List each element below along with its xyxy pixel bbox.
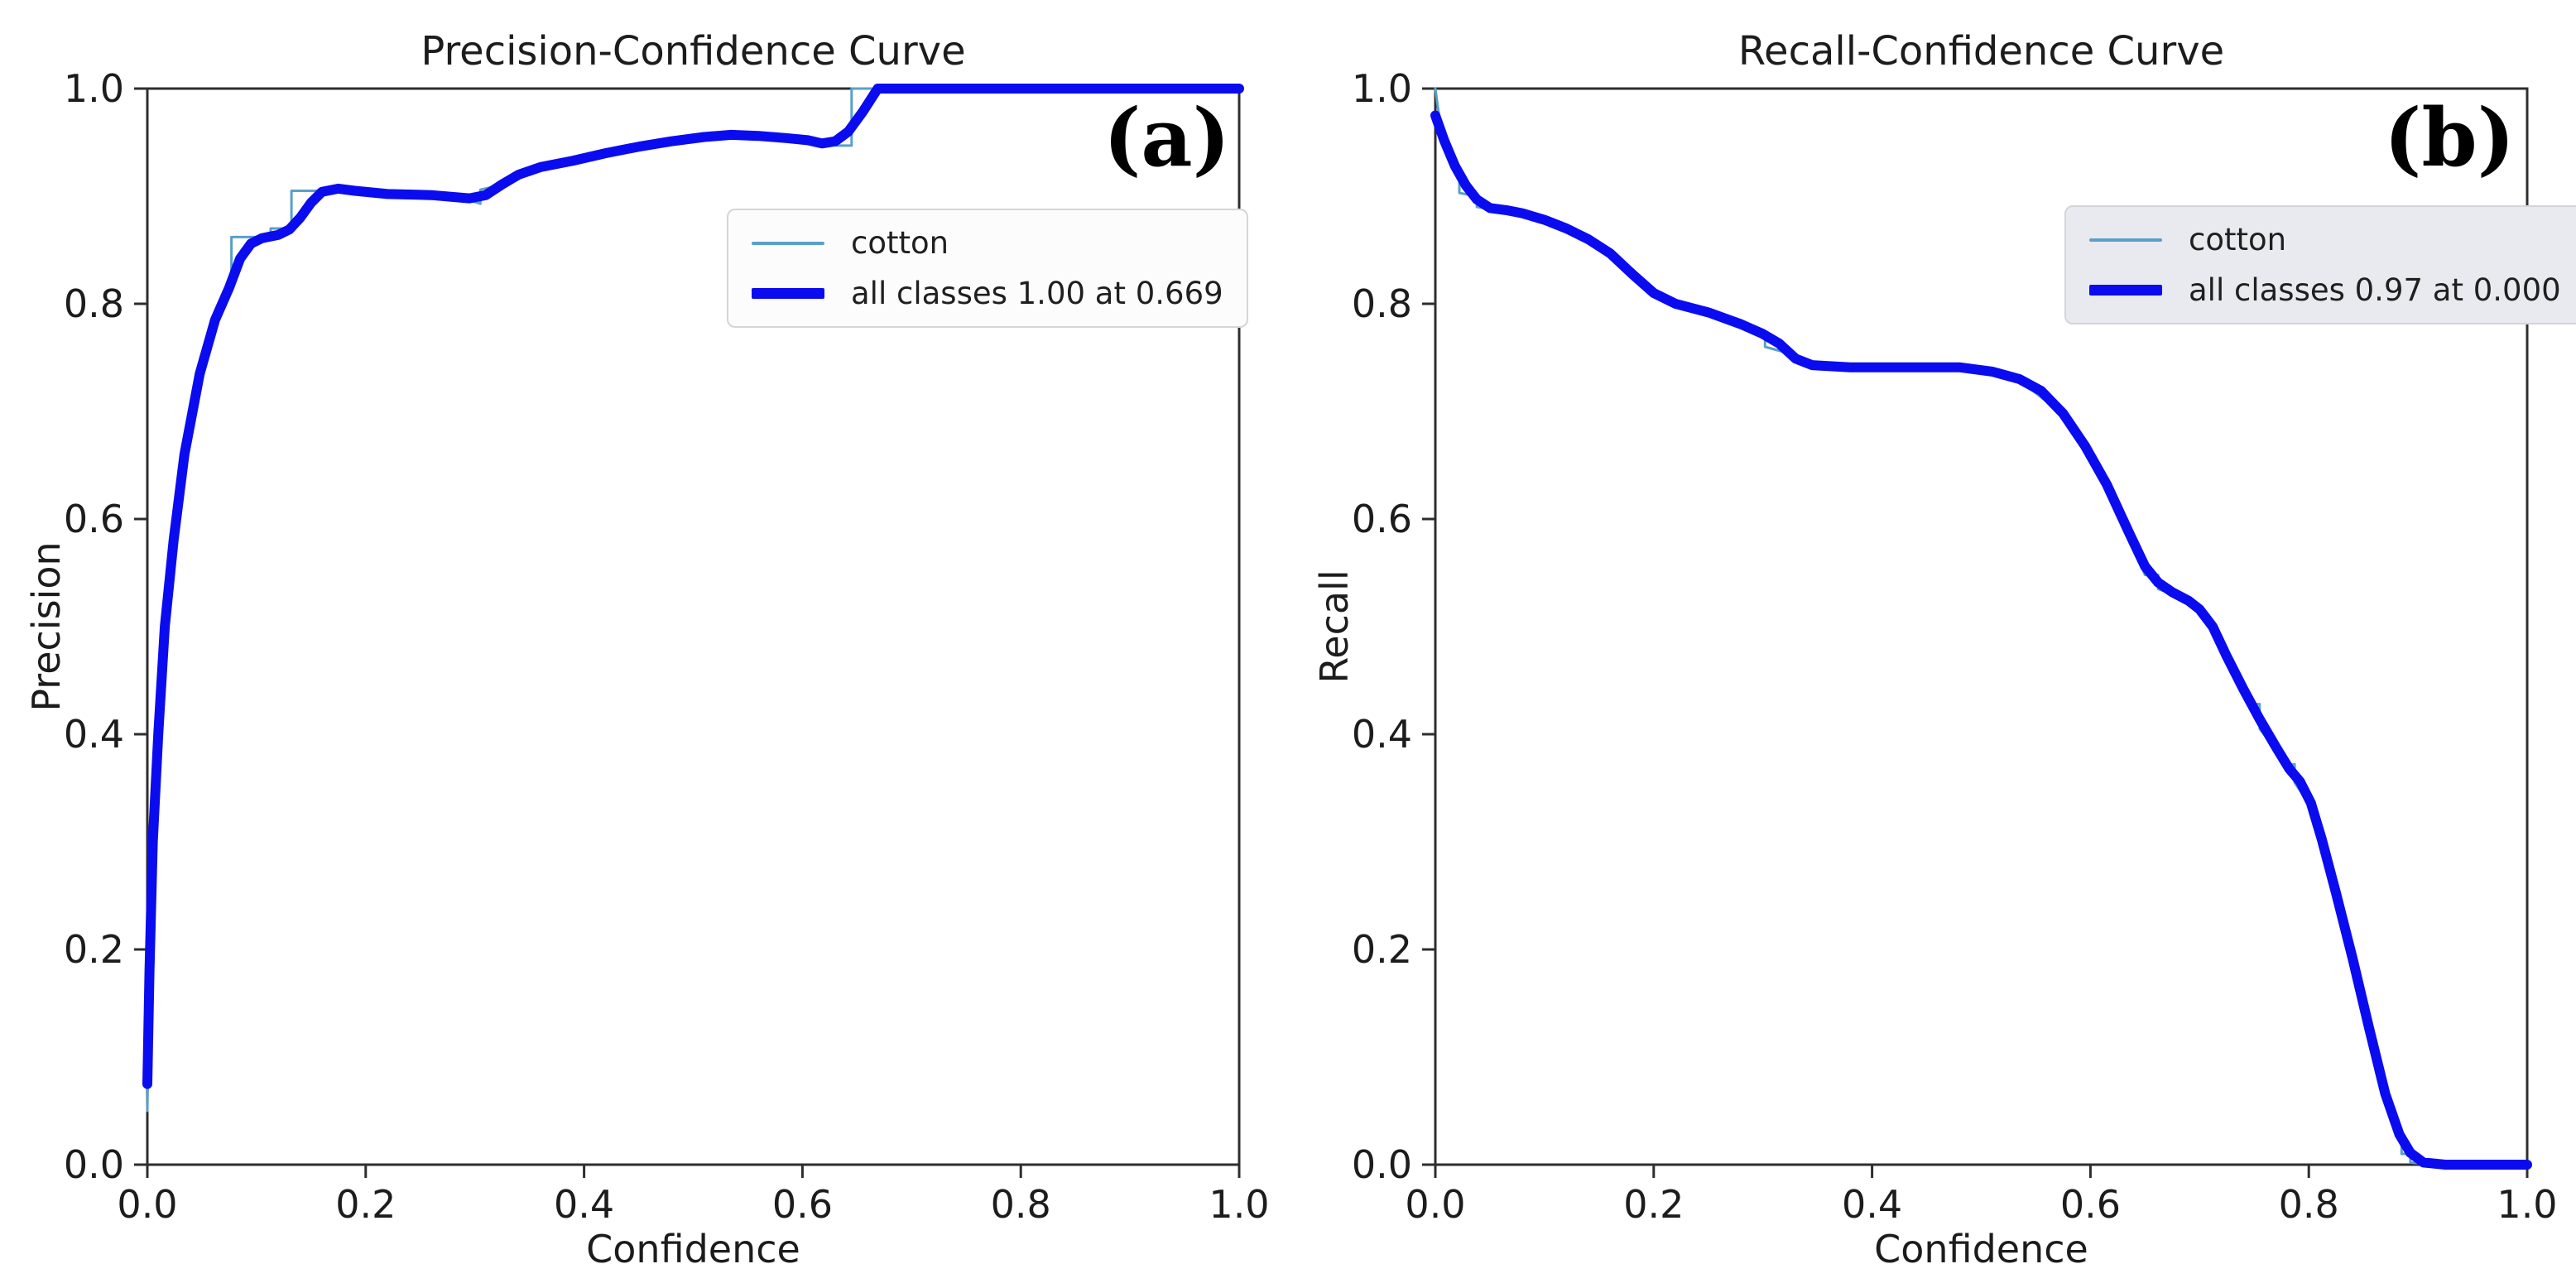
legend-label: cotton: [2189, 222, 2287, 257]
x-tick-label: 0.2: [335, 1182, 396, 1227]
x-axis-label: Confidence: [586, 1227, 800, 1271]
x-tick-label: 0.0: [117, 1182, 177, 1227]
recall-confidence-chart: Recall-Confidence Curve (b) Recall 0.0 0.…: [1288, 0, 2576, 1288]
x-tick-label: 0.4: [554, 1182, 614, 1227]
curve-all-classes: [142, 84, 1244, 1089]
x-tick-label: 0.6: [2060, 1182, 2121, 1227]
y-tick-label: 1.0: [64, 66, 124, 111]
y-tick-label: 1.0: [1352, 66, 1412, 111]
panel-label-a: (a): [1103, 91, 1230, 185]
chart-title: Recall-Confidence Curve: [1737, 28, 2225, 74]
legend-label: cotton: [851, 225, 949, 261]
x-tick-label: 0.2: [1623, 1182, 1684, 1227]
x-tick-label: 0.8: [991, 1182, 1051, 1227]
y-tick-label: 0.2: [64, 927, 124, 972]
legend-line-cotton: [752, 241, 824, 245]
chart-title: Precision-Confidence Curve: [421, 28, 966, 74]
x-tick-label: 0.6: [772, 1182, 833, 1227]
legend-line-all-classes: [752, 288, 824, 299]
legend: cotton all classes 1.00 at 0.669: [727, 209, 1248, 328]
y-tick-label: 0.6: [64, 497, 124, 541]
legend: cotton all classes 0.97 at 0.000: [2064, 205, 2576, 324]
plot-area: 0.0 0.2 0.4 0.6 0.8 1.0 0.0 0.2 0.4 0.6 0.8 1.0: [1352, 66, 2558, 1227]
x-axis-label: Confidence: [1874, 1227, 2088, 1271]
legend-line-cotton: [2089, 238, 2162, 242]
legend-item-cotton: cotton: [2089, 222, 2561, 257]
y-tick-label: 0.0: [1352, 1142, 1412, 1187]
plot-area: 0.0 0.2 0.4 0.6 0.8 1.0 0.0 0.2 0.4 0.6 0.8 1.0: [64, 66, 1270, 1227]
x-tick-label: 0.8: [2279, 1182, 2339, 1227]
y-tick-label: 0.8: [1352, 281, 1412, 326]
y-tick-label: 0.8: [64, 281, 124, 326]
legend-label: all classes 1.00 at 0.669: [851, 276, 1223, 311]
x-tick-label: 0.4: [1842, 1182, 1902, 1227]
legend-label: all classes 0.97 at 0.000: [2189, 272, 2561, 308]
x-tick-label: 1.0: [2497, 1182, 2557, 1227]
curve-all-classes: [1430, 110, 2532, 1170]
panel-label-b: (b): [2384, 91, 2515, 185]
legend-item-all-classes: all classes 0.97 at 0.000: [2089, 272, 2561, 308]
legend-item-cotton: cotton: [752, 225, 1223, 261]
precision-confidence-chart: Precision-Confidence Curve (a) Precision…: [24, 28, 1270, 1271]
y-tick-label: 0.6: [1352, 497, 1412, 541]
y-tick-label: 0.4: [1352, 712, 1412, 757]
y-tick-label: 0.4: [64, 712, 124, 757]
y-tick-label: 0.0: [64, 1142, 124, 1187]
legend-item-all-classes: all classes 1.00 at 0.669: [752, 276, 1223, 311]
x-tick-label: 0.0: [1405, 1182, 1465, 1227]
x-tick-label: 1.0: [1209, 1182, 1269, 1227]
plot-border: [1434, 87, 2529, 1166]
legend-line-all-classes: [2089, 285, 2162, 296]
plot-border: [146, 87, 1241, 1166]
y-tick-label: 0.2: [1352, 927, 1412, 972]
